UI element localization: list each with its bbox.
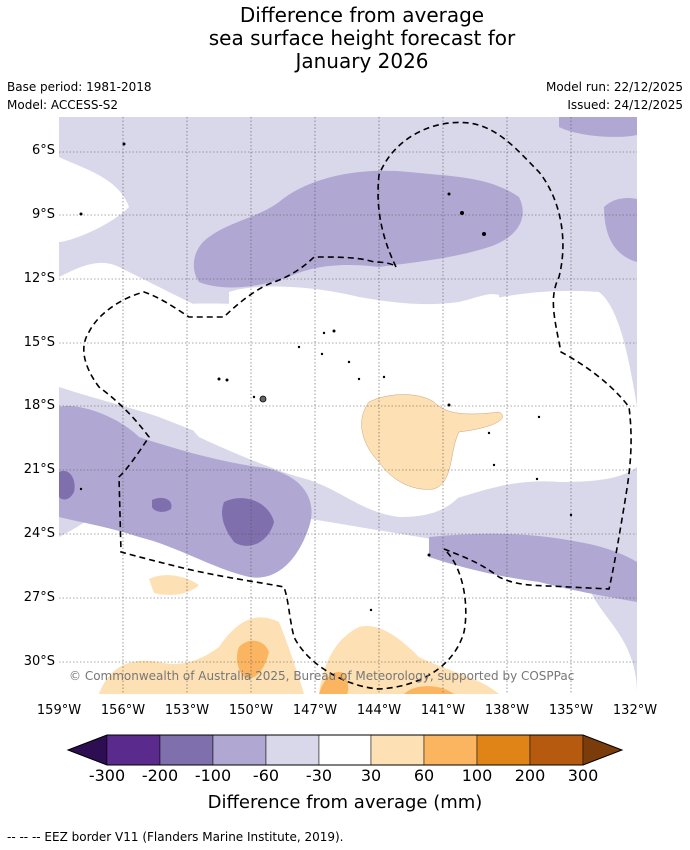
colorbar-swatch (476, 734, 531, 766)
neutral-region-nw (59, 157, 129, 242)
lon-label: 150°W (228, 703, 274, 718)
colorbar-label: 300 (567, 766, 599, 785)
lon-label: 144°W (356, 703, 402, 718)
positive-core-2 (319, 671, 349, 694)
colorbar-label: 200 (514, 766, 546, 785)
colorbar-swatch (529, 734, 584, 766)
colorbar-label: -100 (194, 766, 232, 785)
lon-label: 153°W (164, 703, 210, 718)
title-line-2: sea surface height forecast for (208, 26, 516, 50)
colorbar-swatch (265, 734, 320, 766)
meta-right: Model run: 22/12/2025 Issued: 24/12/2025 (546, 78, 683, 114)
colorbar-label: -30 (305, 766, 333, 785)
positive-core-3 (404, 686, 454, 694)
base-period: Base period: 1981-2018 (7, 80, 152, 94)
lat-label: 6°S (31, 143, 55, 158)
colorbar-outline (66, 734, 624, 766)
colorbar-label: -60 (252, 766, 280, 785)
lon-label: 132°W (612, 703, 658, 718)
issued-date: Issued: 24/12/2025 (567, 98, 683, 112)
anomaly-core-small (152, 497, 172, 512)
meta-left: Base period: 1981-2018 Model: ACCESS-S2 (7, 78, 152, 114)
lat-label: 27°S (23, 590, 55, 605)
colorbar-swatch (106, 734, 161, 766)
lon-label: 156°W (100, 703, 146, 718)
colorbar-label: -200 (141, 766, 179, 785)
lon-label: 147°W (292, 703, 338, 718)
colorbar-title: Difference from average (mm) (207, 792, 483, 813)
lat-label: 12°S (23, 271, 55, 286)
map-svg (59, 117, 637, 694)
lat-label: 15°S (23, 335, 55, 350)
eez-legend-note: -- -- -- EEZ border V11 (Flanders Marine… (7, 830, 344, 844)
colorbar-label: 60 (413, 766, 435, 785)
anomaly-region-east (604, 197, 637, 262)
colorbar-swatch (212, 734, 267, 766)
lat-label: 24°S (23, 526, 55, 541)
colorbar-label: 100 (461, 766, 493, 785)
model-name: Model: ACCESS-S2 (7, 98, 119, 112)
colorbar-swatch (423, 734, 478, 766)
colorbar-swatch (318, 734, 372, 766)
lon-label: 159°W (36, 703, 82, 718)
lat-label: 9°S (31, 207, 55, 222)
copyright-notice: © Commonwealth of Australia 2025, Bureau… (69, 669, 575, 683)
colorbar-arrow-max (582, 734, 623, 766)
lon-label: 138°W (484, 703, 530, 718)
positive-core-1 (236, 640, 269, 679)
graticule (59, 117, 637, 694)
title-line-1: Difference from average (239, 3, 485, 27)
neutral-region-islands (229, 286, 499, 340)
positive-region-center (361, 394, 503, 490)
colorbar-arrow-min (67, 734, 108, 766)
anomaly-core-edge (59, 470, 75, 500)
lat-label: 18°S (23, 398, 55, 413)
colorbar-label: -300 (88, 766, 126, 785)
lat-label: 30°S (23, 654, 55, 669)
title-line-3: January 2026 (295, 49, 429, 73)
lon-label: 135°W (548, 703, 594, 718)
model-run: Model run: 22/12/2025 (545, 80, 683, 94)
lat-label: 21°S (23, 462, 55, 477)
anomaly-region-southeast (429, 533, 637, 602)
colorbar-label: 30 (360, 766, 382, 785)
lon-label: 141°W (420, 703, 466, 718)
colorbar-swatch (370, 734, 425, 766)
anomaly-region-north (193, 170, 523, 288)
anomaly-region-ne (559, 117, 637, 137)
positive-region-small (149, 575, 199, 595)
islands (79, 142, 573, 612)
positive-region-south (319, 626, 499, 694)
map-panel[interactable] (59, 117, 637, 694)
chart-title: Difference from average sea surface heig… (0, 4, 690, 73)
colorbar (66, 734, 624, 766)
eez-border (83, 121, 632, 690)
colorbar-swatch (159, 734, 214, 766)
